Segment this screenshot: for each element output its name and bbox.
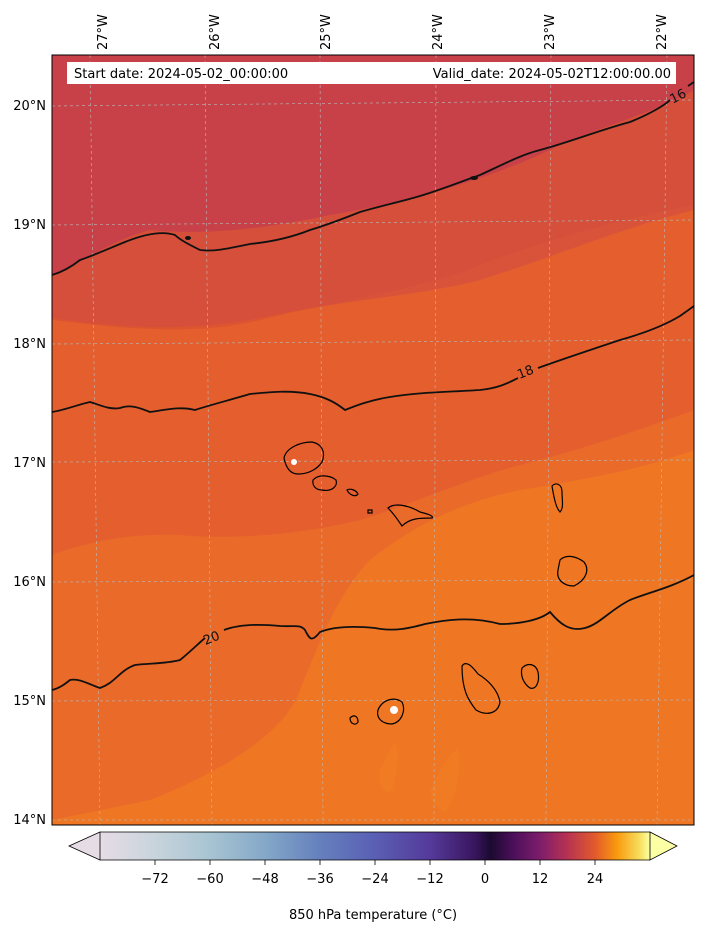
colorbar-tick-label: 0 (481, 872, 489, 887)
contour-20 (52, 637, 206, 691)
colorbar-extend-high (649, 831, 678, 861)
lon-label-22w: 22°W (655, 14, 670, 50)
lon-label-24w: 24°W (431, 14, 446, 50)
island-santiago (461, 662, 501, 714)
island-santo-antao (283, 441, 325, 475)
lat-label-15n: 15°N (13, 694, 46, 709)
contour-20 (223, 574, 694, 640)
contour-16 (687, 81, 694, 87)
peak-fogo (390, 706, 398, 714)
island-brava (349, 715, 359, 725)
parallel-19n (52, 219, 694, 226)
island-peaks (291, 459, 398, 714)
parallel-20n (52, 99, 694, 107)
island-fogo (377, 698, 405, 725)
island-boa-vista (557, 555, 588, 587)
graticule (52, 55, 694, 825)
meridian-27w (89, 55, 101, 825)
parallel-15n (52, 699, 694, 702)
lat-label-14n: 14°N (13, 813, 46, 828)
colorbar-body (100, 832, 650, 860)
lon-label-27w: 27°W (96, 14, 111, 50)
colorbar-title: 850 hPa temperature (°C) (289, 908, 457, 923)
island-sao-vicente (312, 475, 337, 491)
meridian-26w (204, 55, 213, 825)
info-box (67, 62, 676, 84)
warm-streak (379, 742, 398, 793)
island-santa-luzia (346, 488, 359, 497)
lon-label-26w: 26°W (208, 14, 223, 50)
colorbar-tick-label: 24 (587, 872, 604, 887)
contour-blob (185, 236, 191, 240)
island-sal (551, 483, 564, 513)
contour-18 (52, 377, 519, 413)
coastlines (283, 441, 588, 725)
peak-santo-antao (291, 459, 297, 465)
lon-label-25w: 25°W (319, 14, 334, 50)
contour-16 (52, 99, 671, 276)
colorbar-tick-label: −12 (416, 872, 443, 887)
parallel-17n (52, 459, 694, 463)
parallel-16n (52, 579, 694, 583)
contour-18 (537, 305, 694, 369)
parallel-18n (52, 339, 694, 345)
meridian-23w (545, 55, 552, 825)
lat-label-19n: 19°N (13, 218, 46, 233)
contour-label-16: 16 (668, 86, 690, 107)
meridian-25w (319, 55, 324, 825)
contour-label-18: 18 (515, 363, 536, 383)
lat-label-20n: 20°N (13, 99, 46, 114)
colorbar-tick-label: −60 (196, 872, 223, 887)
colorbar-extend-low (68, 831, 101, 861)
contour-blob (470, 176, 478, 180)
warm-streak (430, 748, 460, 812)
colorbar-tick-label: −36 (306, 872, 333, 887)
band-lt16 (52, 55, 694, 275)
contour-label-20: 20 (201, 629, 222, 649)
colorbar-tick-label: −24 (361, 872, 388, 887)
map-area: 16 18 20 Start date: 2024-05-02_00:00:00… (52, 55, 694, 825)
colorbar-tick-label: 12 (532, 872, 549, 887)
meridian-24w (433, 55, 437, 825)
island-sao-nicolau (387, 504, 433, 527)
lat-label-17n: 17°N (13, 456, 46, 471)
colorbar: −72 −60 −48 −36 −24 −12 0 12 24 850 hPa temperat… (68, 831, 678, 923)
colorbar-tick-label: −72 (141, 872, 168, 887)
lon-label-23w: 23°W (543, 14, 558, 50)
lat-label-18n: 18°N (13, 337, 46, 352)
island-maio (520, 663, 540, 689)
start-date-text: Start date: 2024-05-02_00:00:00 (74, 67, 288, 82)
island-raso (367, 509, 373, 514)
lat-label-16n: 16°N (13, 575, 46, 590)
colorbar-tick-label: −48 (251, 872, 278, 887)
colorbar-ticks: −72 −60 −48 −36 −24 −12 0 12 24 (141, 860, 603, 887)
map-border (51, 54, 695, 826)
valid-date-text: Valid_date: 2024-05-02T12:00:00.00 (433, 67, 671, 82)
meridian-22w (656, 55, 668, 825)
